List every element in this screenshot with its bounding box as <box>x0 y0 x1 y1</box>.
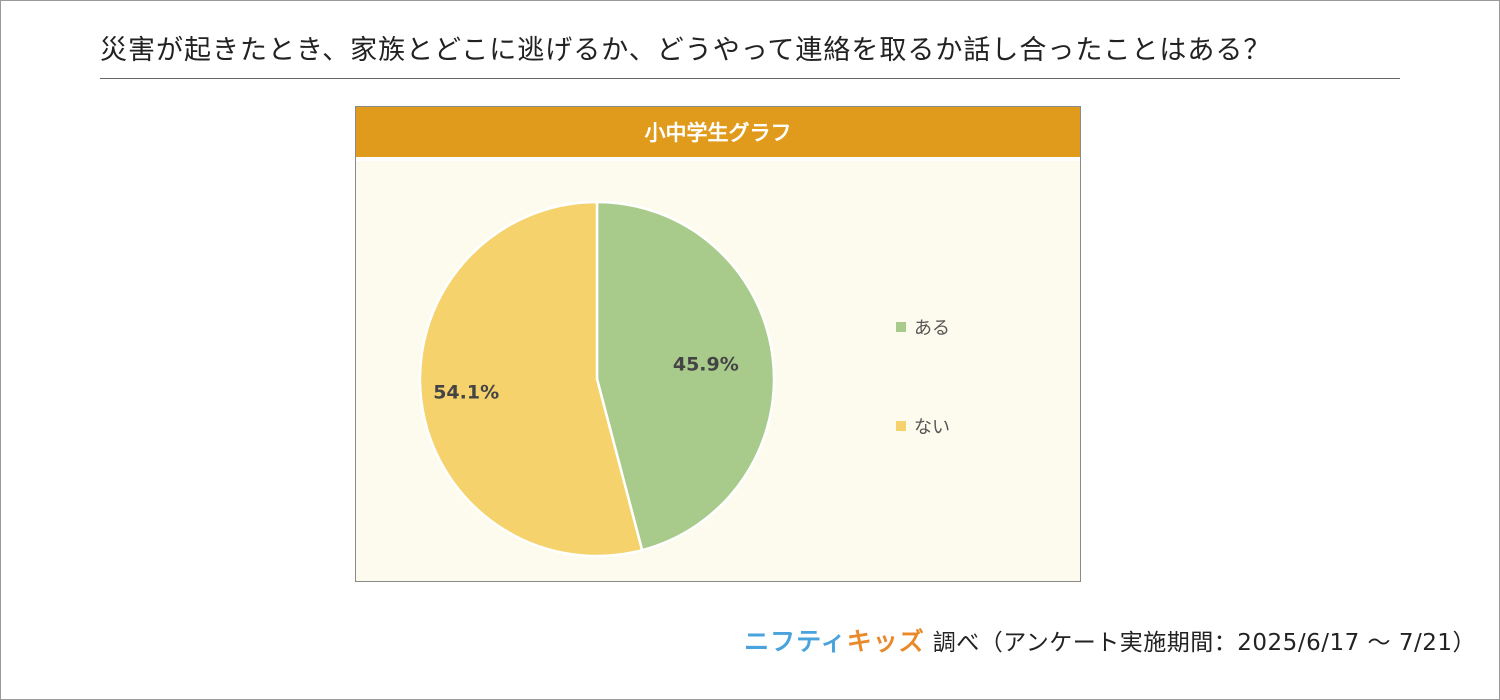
panel-title: 小中学生グラフ <box>644 121 792 145</box>
legend-item-nai: ない <box>896 413 950 439</box>
panel-header-separator <box>356 157 1080 161</box>
pie-slice-aru <box>595 200 776 552</box>
brand-logo-nifty: ニフティ <box>744 627 847 656</box>
chart-title: 災害が起きたとき、家族とどこに逃げるか、どうやって連絡を取るか話し合ったことはあ… <box>100 35 1272 66</box>
brand-logo-kids: キッズ <box>846 627 925 656</box>
legend-swatch-aru <box>896 322 906 332</box>
chart-panel: 小中学生グラフ 45.9% 54.1% ある ない <box>355 106 1081 582</box>
legend-label-nai: ない <box>914 417 950 438</box>
panel-header: 小中学生グラフ <box>356 107 1080 157</box>
pie-chart: 45.9% 54.1% <box>418 200 776 558</box>
legend-item-aru: ある <box>896 314 950 340</box>
title-underline <box>100 78 1400 79</box>
legend-swatch-nai <box>896 421 906 431</box>
data-label-nai: 54.1% <box>433 382 499 404</box>
pie-slice-nai <box>418 200 644 558</box>
survey-source-text: 調べ（アンケート実施期間：2025/6/17 ～ 7/21） <box>932 630 1476 656</box>
data-label-aru: 45.9% <box>673 353 739 375</box>
legend-label-aru: ある <box>914 318 950 339</box>
footer-source: ニフティ キッズ 調べ（アンケート実施期間：2025/6/17 ～ 7/21） <box>744 622 1476 658</box>
